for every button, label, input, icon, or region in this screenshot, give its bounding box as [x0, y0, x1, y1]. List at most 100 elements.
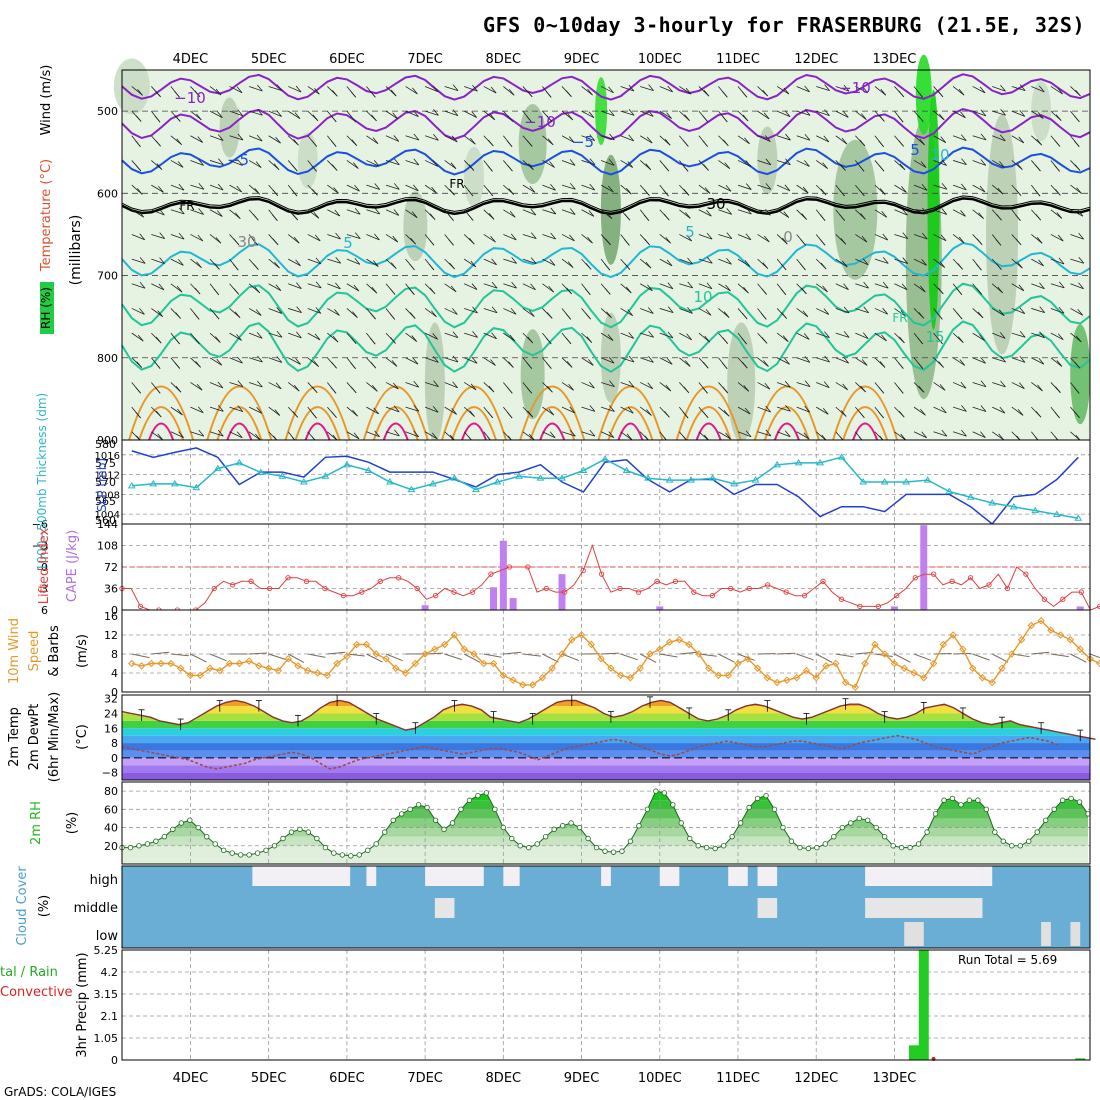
wind-barb-flag — [703, 89, 710, 97]
wind-barb-flag — [510, 308, 517, 315]
wind-barb-flag — [174, 91, 180, 98]
wind-barb-flag — [722, 386, 729, 394]
wind-barb-flag — [393, 382, 399, 390]
rh2m-marker — [771, 806, 778, 813]
wind-barb-flag — [765, 405, 771, 413]
thickness-tick: 565 — [95, 495, 116, 508]
wind-barb — [796, 308, 809, 318]
wind-barb-flag — [976, 263, 982, 271]
wind-barb-flag — [960, 134, 967, 141]
rh2m-marker — [1059, 797, 1066, 803]
wind10-marker — [431, 645, 439, 653]
rh2m-marker — [390, 817, 396, 823]
wind-barb-flag — [743, 385, 750, 392]
wind10-marker — [333, 659, 341, 668]
wind-barb-flag — [589, 134, 596, 141]
wind-barb-flag — [354, 232, 361, 239]
wind-barb — [855, 332, 869, 340]
wind-barb — [561, 209, 576, 215]
wind-barb-flag — [472, 84, 478, 92]
rh2m-marker — [170, 826, 176, 833]
wind-barb — [991, 184, 1004, 195]
wind-barb-flag — [742, 361, 748, 369]
wind-barb-flag — [919, 138, 925, 146]
wind-barb-flag — [295, 259, 301, 267]
wind-barb-flag — [939, 261, 946, 268]
wind-barb-flag — [569, 234, 575, 242]
wind-barb-flag — [665, 236, 671, 244]
wind-barb-flag — [276, 307, 283, 314]
wind-barb-flag — [800, 238, 806, 246]
wind-barb — [796, 135, 811, 141]
wind-barb — [444, 86, 459, 91]
wind-barb-flag — [393, 135, 400, 142]
wind-barb — [1031, 234, 1043, 244]
wind-barb-flag — [804, 133, 811, 141]
wind-barb-flag — [977, 311, 984, 319]
wind-barb-flag — [139, 257, 146, 264]
wind-barb-flag — [823, 308, 830, 315]
wind-barb — [972, 382, 987, 388]
rh2m-marker — [271, 843, 278, 849]
thickness-tick: 575 — [95, 457, 116, 470]
wind-barb-flag — [334, 209, 341, 217]
wind-barb — [229, 86, 243, 94]
wind-barb-flag — [684, 114, 690, 121]
rh2m-marker — [873, 824, 879, 831]
wind-barb — [464, 308, 478, 314]
wind-barb — [229, 160, 243, 166]
wind-barb-flag — [628, 355, 635, 363]
wind-barb-flag — [721, 115, 728, 123]
wind-barb-flag — [781, 312, 788, 319]
wind-barb-flag — [998, 433, 1004, 441]
temp-contour-30 — [226, 422, 253, 441]
wind-barb-flag — [999, 406, 1006, 414]
wind-barb-flag — [941, 183, 948, 190]
rh2m-marker — [1009, 843, 1015, 849]
wind-barb-flag — [1077, 308, 1083, 316]
wind10-marker — [1017, 636, 1026, 644]
temp-contour-20 — [597, 385, 664, 441]
wind-barb — [229, 431, 243, 439]
wind10-barb — [1089, 653, 1100, 659]
wind-barb-flag — [217, 134, 224, 141]
wind-barb-flag — [899, 163, 906, 170]
wind-barb — [1011, 283, 1025, 292]
wind-barb — [366, 382, 378, 392]
wind10-marker — [959, 645, 967, 653]
wind-barb-flag — [765, 135, 771, 142]
wind-barb-flag — [413, 380, 420, 388]
wind10-barb — [718, 653, 735, 663]
wind-barb — [581, 86, 593, 96]
lifted-index-marker — [709, 593, 715, 599]
wind-barb-flag — [491, 332, 497, 340]
wind-barb-flag — [413, 110, 419, 117]
wind-barb — [659, 234, 671, 244]
wind-barb — [385, 431, 400, 437]
wind-barb-flag — [470, 260, 477, 268]
wind-barb-flag — [433, 356, 439, 363]
wind-barb-flag — [741, 312, 748, 320]
cloud-high-block — [252, 866, 351, 886]
wind-barb-flag — [625, 286, 632, 294]
wind-barb-flag — [586, 336, 593, 343]
wind-barb-flag — [784, 380, 791, 388]
rh2m-marker — [576, 824, 583, 831]
wind-barb-flag — [1000, 84, 1006, 92]
wind10-marker — [362, 640, 371, 649]
wind10-barb — [659, 653, 678, 658]
temp-band — [122, 765, 1090, 773]
wind10-marker — [421, 650, 429, 658]
wind-barb-flag — [606, 311, 612, 319]
wind-barb-flag — [546, 312, 553, 319]
wind-barb-flag — [530, 232, 537, 239]
wind-barb — [620, 110, 635, 116]
wind-barb-flag — [920, 408, 926, 416]
wind-barb — [346, 160, 359, 169]
wind-barb-flag — [198, 429, 205, 437]
contour-label: −10 — [174, 89, 206, 107]
wind-barb — [659, 86, 673, 93]
day-label-bottom: 8DEC — [486, 1071, 522, 1086]
wind-barb-flag — [840, 164, 846, 171]
